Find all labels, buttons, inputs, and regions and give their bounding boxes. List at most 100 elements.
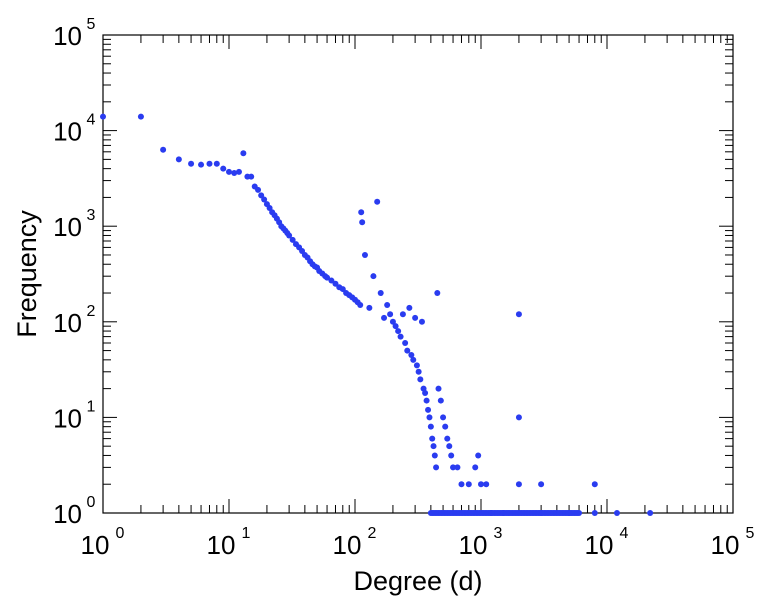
data-point <box>359 219 366 226</box>
data-point <box>188 160 195 167</box>
x-tick-label: 10 <box>81 530 110 560</box>
data-point <box>198 161 205 168</box>
data-point <box>430 443 437 450</box>
data-point <box>425 406 432 413</box>
y-tick-exponent: 5 <box>87 16 96 33</box>
y-tick-label: 10 <box>53 117 82 147</box>
data-point <box>576 510 583 516</box>
y-tick-exponent: 1 <box>87 398 96 415</box>
scatter-points <box>100 113 654 516</box>
data-point <box>226 168 232 175</box>
data-point <box>422 389 429 396</box>
data-point <box>613 510 620 516</box>
data-point <box>248 173 255 180</box>
data-point <box>392 323 399 330</box>
data-point <box>402 340 409 347</box>
x-tick-exponent: 4 <box>620 525 629 542</box>
plot-frame <box>102 34 734 514</box>
data-point <box>100 113 106 120</box>
data-point <box>289 236 296 243</box>
x-tick-labels: 10 0 10 1 10 2 10 3 10 4 10 5 <box>81 525 755 560</box>
data-point <box>515 311 522 318</box>
data-point <box>647 510 654 516</box>
data-point <box>478 481 484 488</box>
data-point <box>465 481 472 488</box>
data-point <box>255 186 262 193</box>
data-point <box>440 414 447 421</box>
x-tick-label: 10 <box>333 530 362 560</box>
data-point <box>406 304 413 311</box>
data-point <box>483 481 490 488</box>
x-tick-exponent: 0 <box>116 525 125 542</box>
data-point <box>235 168 242 175</box>
y-tick-exponent: 0 <box>87 494 96 511</box>
data-point <box>339 286 346 293</box>
data-point <box>515 481 522 488</box>
data-point <box>160 146 167 153</box>
data-point <box>410 356 417 363</box>
x-tick-label: 10 <box>711 530 740 560</box>
data-point <box>538 481 545 488</box>
y-axis-title: Frequency <box>12 210 42 338</box>
x-tick-label: 10 <box>459 530 488 560</box>
data-point <box>426 414 433 421</box>
data-point <box>437 397 444 404</box>
data-point <box>434 290 441 297</box>
data-point <box>427 423 434 430</box>
y-tick-exponent: 3 <box>87 207 96 224</box>
data-point <box>240 150 247 157</box>
data-point <box>137 113 144 120</box>
y-tick-labels: 10 0 10 1 10 2 10 3 10 4 10 5 <box>53 16 95 529</box>
data-point <box>261 196 268 203</box>
data-point <box>472 464 479 471</box>
data-point <box>450 464 457 471</box>
data-point <box>591 510 598 516</box>
data-point <box>361 251 368 258</box>
data-point <box>213 160 220 167</box>
y-tick-label: 10 <box>53 212 82 242</box>
data-point <box>206 160 213 167</box>
x-tick-label: 10 <box>207 530 236 560</box>
x-axis-title: Degree (d) <box>353 566 482 596</box>
data-point <box>423 397 430 404</box>
x-tick-exponent: 1 <box>242 525 251 542</box>
data-point <box>429 435 436 442</box>
x-tick-label: 10 <box>585 530 614 560</box>
data-point <box>404 347 411 354</box>
data-point <box>435 385 442 392</box>
data-point <box>397 333 404 340</box>
data-point <box>231 170 238 177</box>
data-point <box>387 311 394 318</box>
y-tick-label: 10 <box>53 499 82 529</box>
data-point <box>384 301 391 308</box>
data-point <box>475 452 482 459</box>
data-point <box>286 232 293 239</box>
data-point <box>515 414 522 421</box>
data-point <box>399 311 406 318</box>
data-point <box>381 314 388 321</box>
data-point <box>591 481 598 488</box>
data-point <box>442 423 449 430</box>
data-point <box>370 273 377 280</box>
y-tick-exponent: 4 <box>87 112 96 129</box>
y-tick-exponent: 2 <box>87 303 96 320</box>
data-point <box>357 301 364 308</box>
data-point <box>324 274 331 281</box>
data-point <box>431 452 438 459</box>
y-tick-label: 10 <box>53 403 82 433</box>
data-point <box>258 192 265 199</box>
x-tick-exponent: 2 <box>368 525 377 542</box>
data-point <box>454 464 461 471</box>
data-point <box>175 156 182 163</box>
data-point <box>446 443 453 450</box>
data-point <box>389 318 396 325</box>
minor-ticks <box>102 34 734 514</box>
data-point <box>417 376 424 383</box>
y-tick-label: 10 <box>53 21 82 51</box>
data-point <box>358 209 365 216</box>
data-point <box>415 368 422 375</box>
data-point <box>395 328 402 335</box>
data-point <box>444 435 451 442</box>
data-point <box>458 481 465 488</box>
